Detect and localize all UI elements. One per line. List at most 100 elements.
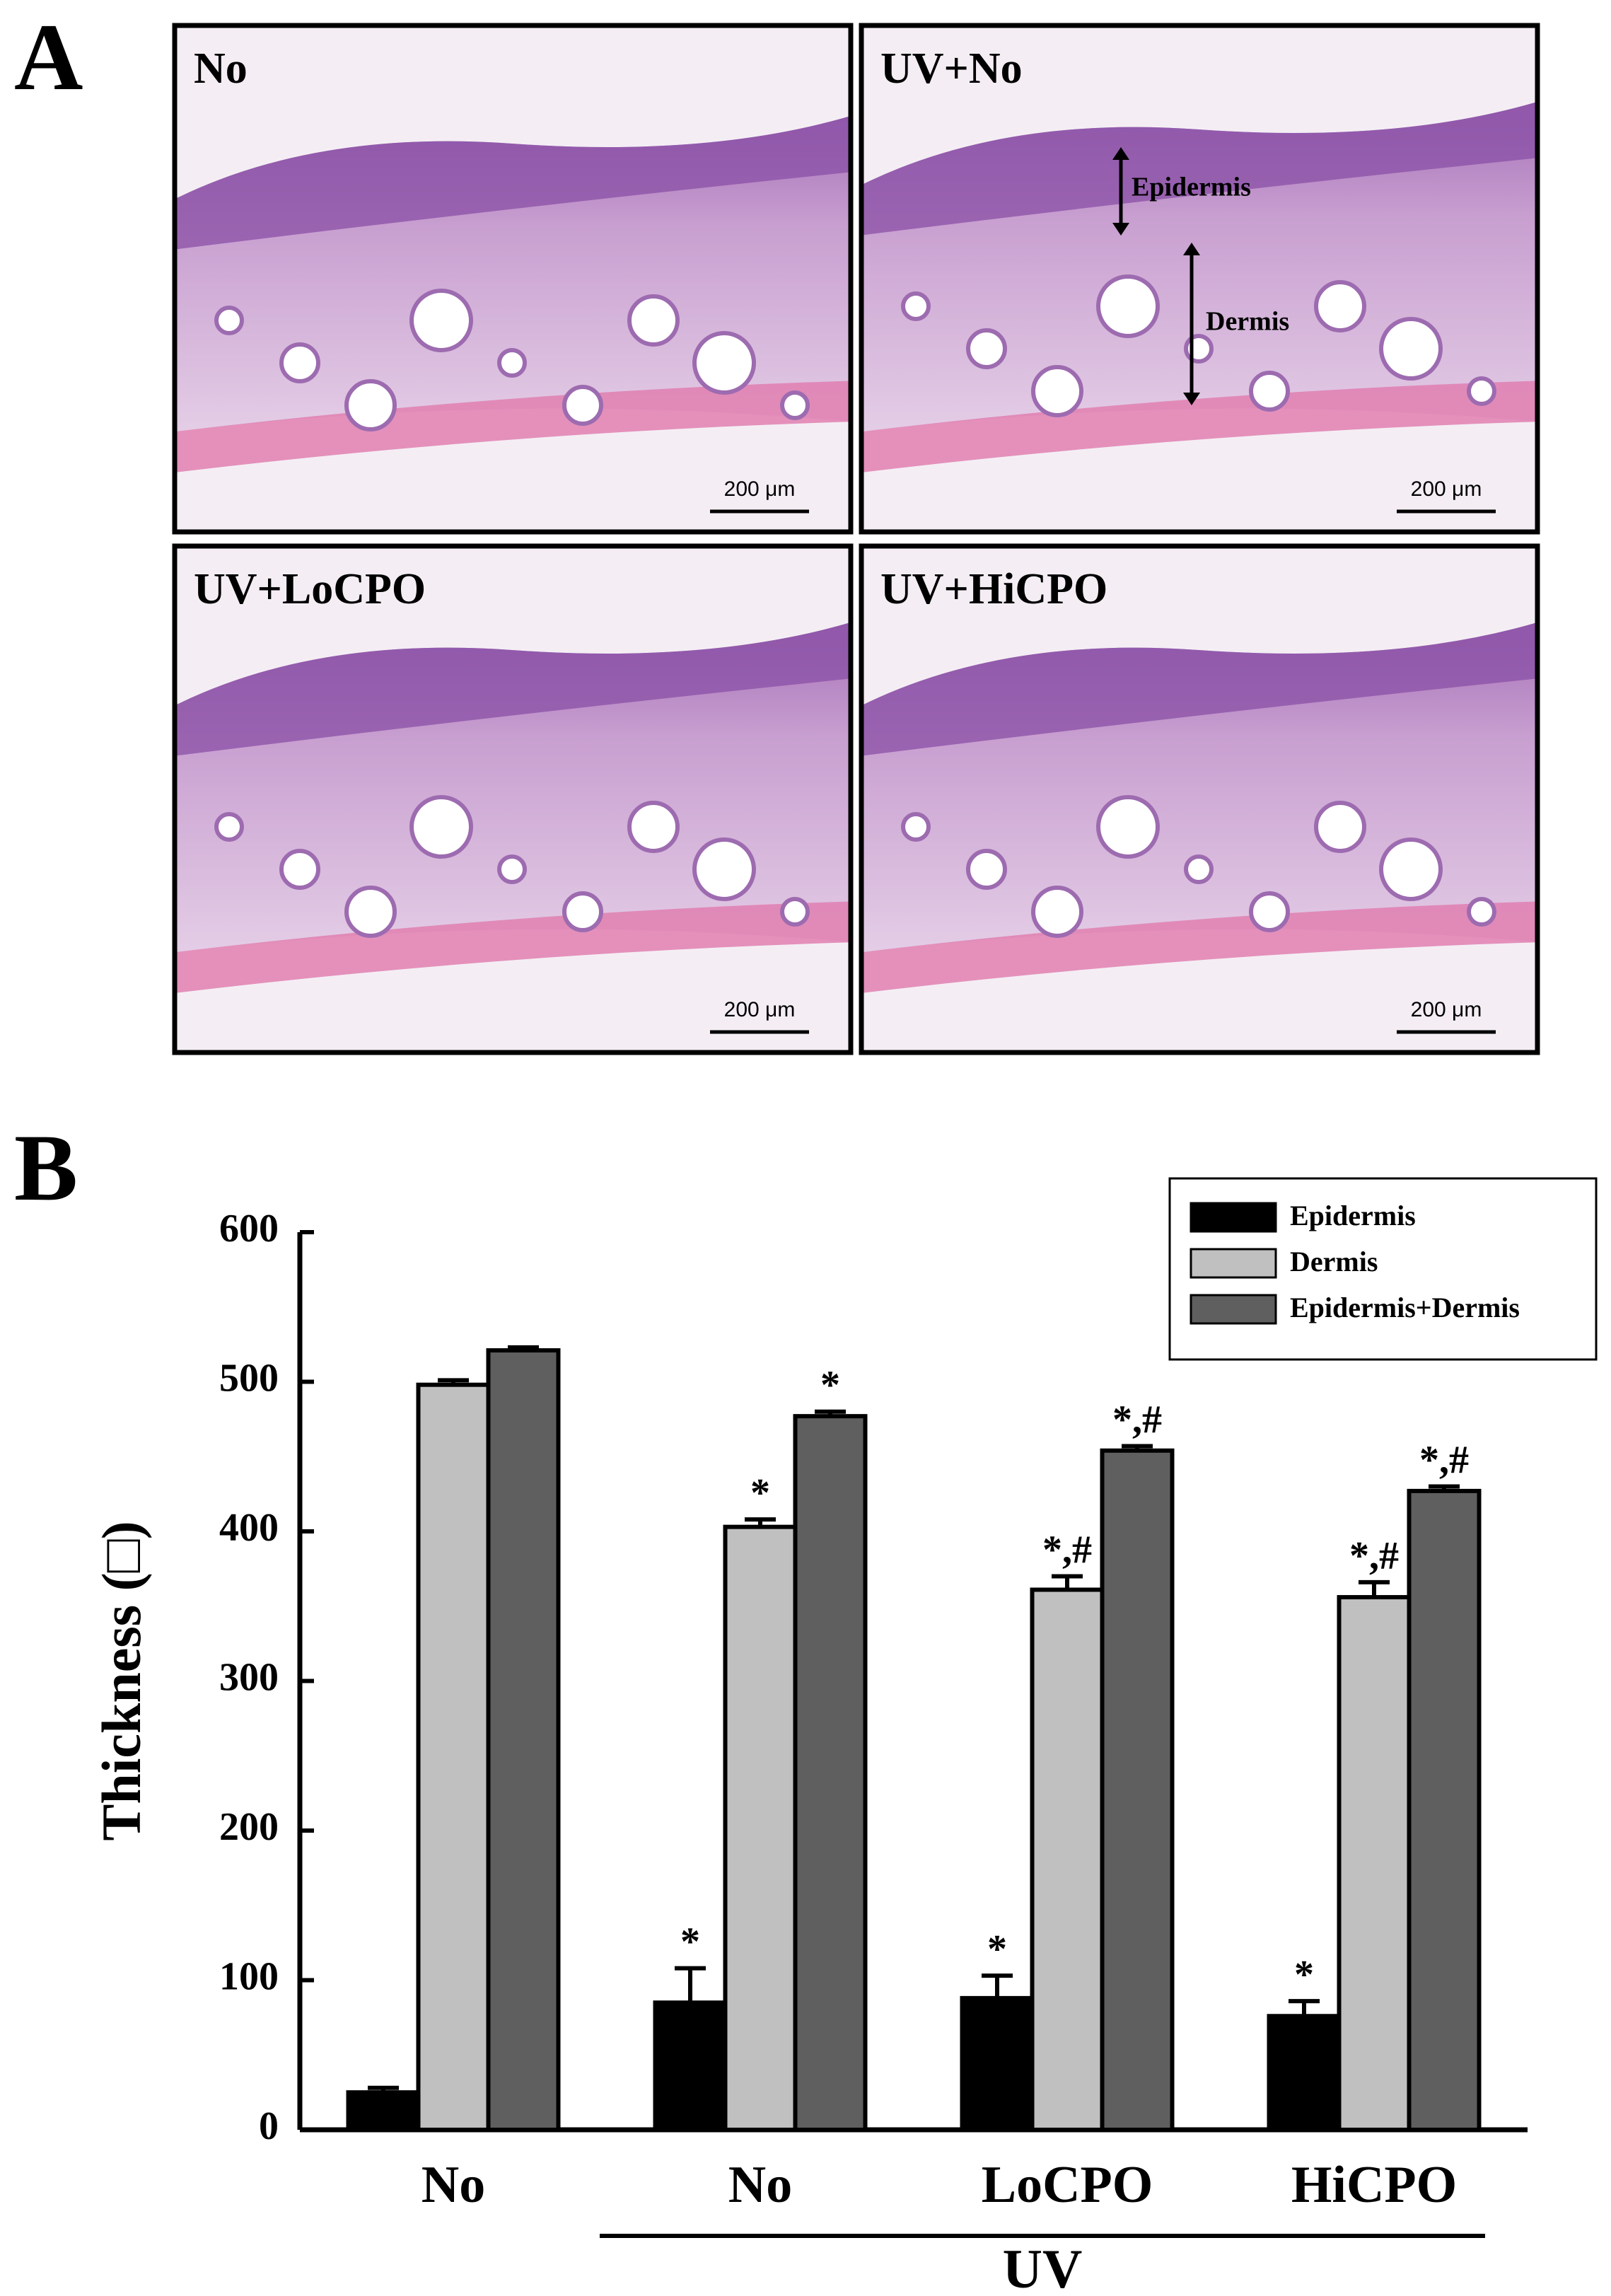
gland [1249,371,1290,412]
gland [1314,801,1366,853]
y-tick-label: 200 [219,1805,279,1849]
gland [1184,854,1214,884]
significance-label: * [680,1920,700,1964]
gland [409,795,473,859]
error-bar [508,1345,539,1351]
x-tick-label: No [728,2156,792,2214]
bar [1030,1587,1105,2133]
figure-label: A [14,5,83,110]
arrow-head [1112,223,1129,236]
arrow-head [1183,393,1200,405]
epidermis [173,622,853,756]
muscle-band [173,901,853,994]
legend-swatch [1190,1248,1277,1279]
histology-panel: UV+HiCPO 200 μm [859,543,1540,1055]
panel-border [172,543,854,1055]
y-tick-label: 0 [259,2104,279,2148]
gland [780,390,810,420]
error-bar [1429,1484,1460,1491]
error-bar [1289,1999,1320,2017]
gland [279,849,320,890]
gland [214,812,244,842]
figure-label: B [14,1115,78,1221]
bar [1267,2014,1342,2133]
error-bar [1052,1574,1083,1590]
gland [214,306,244,335]
gland [627,801,680,853]
gland [627,294,680,347]
significance-label: * [820,1364,840,1408]
y-axis-label: Thickness (□) [91,1521,152,1840]
error-bar [815,1409,846,1417]
epidermis [173,115,853,250]
epidermis [859,622,1540,756]
y-tick-label: 100 [219,1954,279,1998]
gland [1379,317,1443,381]
group-label: UV [1003,2238,1083,2296]
arrow-head [1183,243,1200,255]
panel-label: UV+LoCPO [194,565,426,613]
significance-label: *,# [1042,1528,1092,1572]
panel-border [859,543,1540,1055]
legend-swatch [1190,1294,1277,1325]
bar [960,1995,1035,2132]
histology-panel: UV+LoCPO 200 μm [172,543,854,1055]
scale-bar-label: 200 μm [724,998,796,1021]
gland [692,837,756,901]
significance-label: *,# [1349,1534,1399,1578]
gland [562,385,603,426]
panel-label: UV+No [880,45,1023,93]
gland [1314,280,1366,332]
annotation: Dermis [1206,307,1289,337]
annotation: Epidermis [1132,173,1251,202]
legend-label: Epidermis [1290,1200,1416,1231]
gland [1467,376,1496,406]
bar [346,2090,421,2132]
gland [497,348,527,378]
x-tick-label: HiCPO [1291,2156,1457,2214]
y-tick-label: 600 [219,1207,279,1251]
scale-bar-label: 200 μm [1411,477,1482,501]
y-tick-label: 400 [219,1506,279,1550]
scale-bar-label: 200 μm [1411,998,1482,1021]
panel-border [859,23,1540,535]
significance-label: *,# [1112,1398,1162,1442]
error-bar [1122,1444,1153,1451]
bar [723,1524,798,2132]
gland [344,379,397,431]
significance-label: * [987,1927,1007,1971]
gland [1467,897,1496,927]
gland [1249,891,1290,932]
error-bar [368,2085,399,2093]
legend-swatch [1190,1202,1277,1233]
gland [692,331,756,395]
muscle-band [173,381,853,473]
muscle-band [859,901,1540,994]
bar [653,2000,728,2133]
y-tick-label: 300 [219,1655,279,1699]
legend-label: Epidermis+Dermis [1290,1292,1520,1323]
gland [1096,274,1160,338]
panel-label: No [194,45,248,93]
x-tick-label: No [421,2156,485,2214]
gland [409,289,473,352]
error-bar [745,1517,776,1527]
gland [562,891,603,932]
gland [344,886,397,938]
gland [1184,334,1214,364]
significance-label: * [750,1471,770,1515]
panel-border [172,23,854,535]
histology-panel: No 200 μm [172,23,854,535]
gland [497,854,527,884]
gland [1379,837,1443,901]
gland [966,849,1007,890]
legend-label: Dermis [1290,1246,1378,1277]
gland [1031,365,1083,417]
panel-label: UV+HiCPO [880,565,1107,613]
bar [1337,1595,1412,2133]
bar [486,1348,561,2132]
gland [901,291,931,321]
gland [279,342,320,383]
bar [793,1414,868,2132]
arrow-head [1112,147,1129,160]
